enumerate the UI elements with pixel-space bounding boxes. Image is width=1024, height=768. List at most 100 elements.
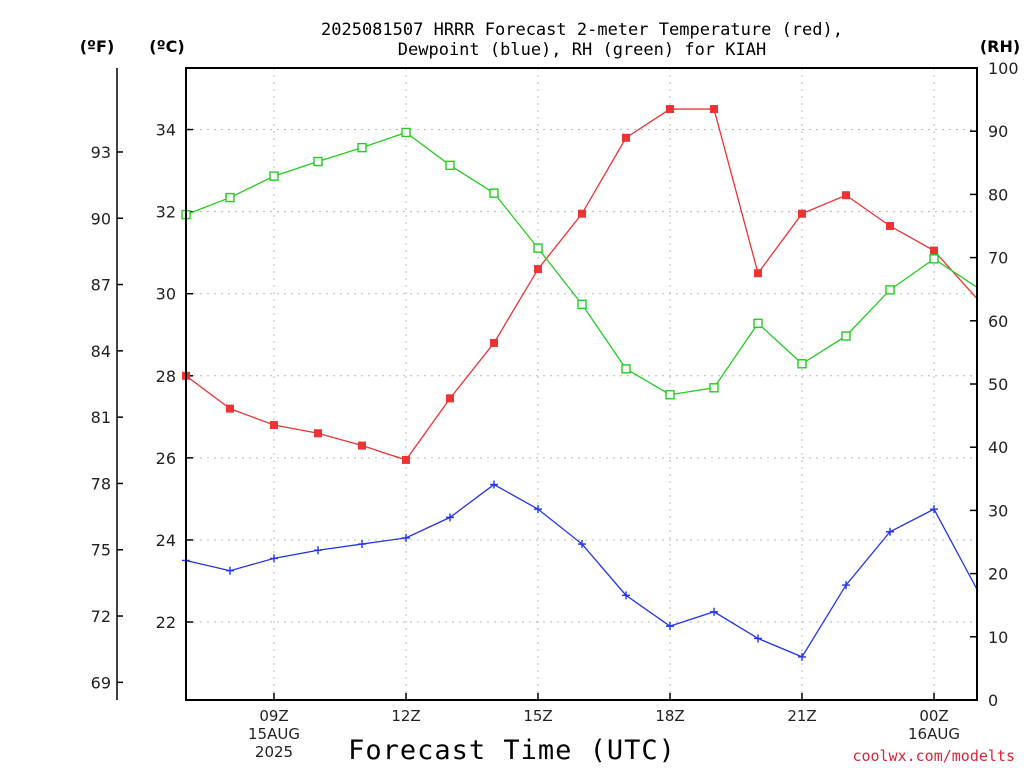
fahrenheit-tick-label: 84 <box>91 342 111 361</box>
celsius-tick-label: 24 <box>156 531 176 550</box>
rh-tick-label: 90 <box>988 122 1008 141</box>
temperature-point <box>842 191 850 200</box>
fahrenheit-tick-label: 87 <box>91 276 111 295</box>
temperature-point <box>446 394 454 403</box>
rh-tick-label: 70 <box>988 249 1008 268</box>
rh-tick-label: 0 <box>988 691 998 710</box>
temperature-point <box>798 209 806 218</box>
temperature-point <box>754 269 762 278</box>
temperature-series <box>182 105 979 464</box>
temperature-point <box>710 105 718 114</box>
rh-point <box>533 243 543 253</box>
dewpoint-point <box>842 581 850 590</box>
temperature-point <box>226 404 234 413</box>
celsius-tick-label: 30 <box>156 285 176 304</box>
fahrenheit-tick-label: 69 <box>91 673 111 692</box>
dewpoint-point <box>930 505 938 514</box>
rh-point <box>929 254 939 264</box>
fahrenheit-axis-label: (ºF) <box>80 37 115 56</box>
rh-point <box>665 390 675 400</box>
rh-point <box>577 299 587 310</box>
x-tick-label: 21Z <box>787 707 816 725</box>
celsius-tick-label: 34 <box>156 121 176 140</box>
rh-line <box>185 131 979 396</box>
rh-tick-label: 30 <box>988 501 1008 520</box>
rh-axis-label: (RH) <box>980 37 1020 56</box>
dewpoint-point <box>578 540 586 549</box>
rh-point <box>313 156 323 167</box>
x-tick-label: 16AUG <box>908 725 960 743</box>
rh-tick-label: 40 <box>988 438 1008 457</box>
series-layer <box>181 105 979 661</box>
temperature-point <box>930 246 938 255</box>
fahrenheit-axis: 69 72 75 78 81 84 87 90 93 <box>91 68 123 700</box>
rh-point <box>445 160 455 171</box>
rh-tick-label: 50 <box>988 375 1008 394</box>
rh-tick-label: 100 <box>988 59 1019 78</box>
rh-point <box>841 331 851 341</box>
dewpoint-point <box>358 540 366 549</box>
temperature-line <box>185 108 979 461</box>
x-tick-label: 09Z <box>259 707 288 725</box>
temperature-point <box>666 105 674 114</box>
credit-text: coolwx.com/modelts <box>852 747 1015 765</box>
x-tick-label: 00Z <box>919 707 948 725</box>
rh-point <box>797 359 807 369</box>
temperature-point <box>358 441 366 450</box>
celsius-axis: 22 24 26 28 30 32 34 <box>156 121 193 632</box>
x-tick-label: 18Z <box>655 707 684 725</box>
dewpoint-point <box>490 480 498 489</box>
temperature-point <box>534 265 542 274</box>
x-tick-label: 15Z <box>523 707 552 725</box>
dewpoint-point <box>314 546 322 555</box>
temperature-point <box>886 222 894 230</box>
rh-point <box>709 383 719 393</box>
dewpoint-point <box>886 527 894 536</box>
fahrenheit-tick-label: 93 <box>91 143 111 162</box>
dewpoint-point <box>226 566 234 575</box>
celsius-tick-label: 32 <box>156 203 176 222</box>
x-tick-label: 2025 <box>255 743 293 761</box>
x-tick-label: 15AUG <box>248 725 300 743</box>
temperature-point <box>622 133 630 142</box>
rh-axis: 0 10 20 30 40 50 60 70 80 90 100 <box>970 59 1019 710</box>
fahrenheit-tick-label: 81 <box>91 408 111 427</box>
rh-point <box>401 127 411 138</box>
dewpoint-point <box>446 513 454 522</box>
celsius-tick-label: 26 <box>156 449 176 468</box>
temperature-point <box>270 421 278 430</box>
temperature-point <box>402 455 410 464</box>
rh-series <box>181 127 979 400</box>
chart-title-line-1: 2025081507 HRRR Forecast 2-meter Tempera… <box>321 20 843 40</box>
dewpoint-point <box>402 533 410 542</box>
rh-point <box>753 318 763 329</box>
dewpoint-point <box>622 591 630 600</box>
rh-point <box>621 364 631 374</box>
rh-point <box>269 171 279 181</box>
fahrenheit-tick-label: 75 <box>91 541 111 560</box>
dewpoint-point <box>754 634 762 643</box>
rh-tick-label: 60 <box>988 312 1008 331</box>
dewpoint-line <box>185 483 979 658</box>
rh-tick-label: 10 <box>988 628 1008 647</box>
dewpoint-point <box>798 652 806 661</box>
temperature-point <box>578 209 586 218</box>
plot-frame <box>185 67 978 701</box>
celsius-tick-label: 22 <box>156 613 176 632</box>
celsius-axis-label: (ºC) <box>149 37 184 56</box>
grid-lines <box>186 68 977 700</box>
rh-point <box>357 142 367 153</box>
fahrenheit-tick-label: 90 <box>91 209 111 228</box>
dewpoint-point <box>534 505 542 514</box>
rh-point <box>225 192 235 203</box>
fahrenheit-tick-label: 72 <box>91 607 111 626</box>
rh-point <box>885 285 895 295</box>
chart-title-line-2: Dewpoint (blue), RH (green) for KIAH <box>398 40 766 60</box>
dewpoint-point <box>666 622 674 631</box>
fahrenheit-tick-label: 78 <box>91 474 111 493</box>
celsius-tick-label: 28 <box>156 367 176 386</box>
temperature-point <box>314 429 322 438</box>
x-tick-label: 12Z <box>391 707 420 725</box>
